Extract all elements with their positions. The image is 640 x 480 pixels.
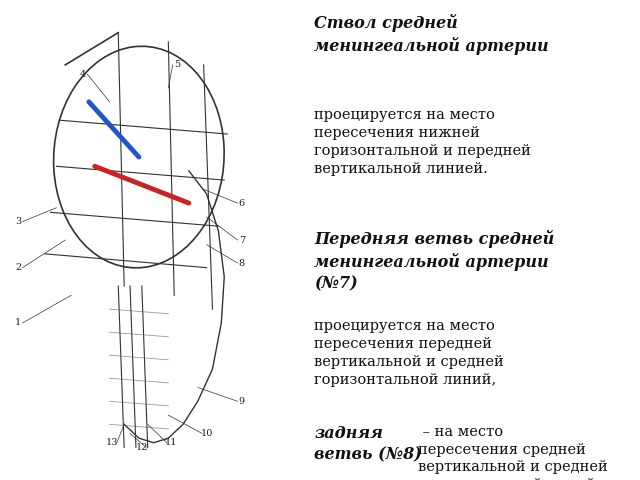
Text: 8: 8 bbox=[239, 259, 245, 267]
Text: 11: 11 bbox=[165, 438, 177, 447]
Text: 12: 12 bbox=[136, 443, 148, 452]
Text: 3: 3 bbox=[15, 217, 21, 226]
Text: 9: 9 bbox=[239, 397, 245, 406]
Text: 10: 10 bbox=[200, 429, 212, 438]
Text: 6: 6 bbox=[239, 199, 245, 208]
Text: 4: 4 bbox=[80, 70, 86, 79]
Text: 1: 1 bbox=[15, 318, 21, 327]
Text: 7: 7 bbox=[239, 236, 245, 244]
Text: 5: 5 bbox=[174, 60, 180, 70]
Text: Ствол средней
менингеальной артерии: Ствол средней менингеальной артерии bbox=[314, 14, 549, 55]
Text: Передняя ветвь средней
менингеальной артерии
(№7): Передняя ветвь средней менингеальной арт… bbox=[314, 230, 555, 293]
Text: проецируется на место
пересечения передней
вертикальной и средней
горизонтальной: проецируется на место пересечения передн… bbox=[314, 319, 504, 387]
Text: 2: 2 bbox=[15, 263, 21, 272]
Text: задняя
ветвь (№8): задняя ветвь (№8) bbox=[314, 425, 422, 463]
Text: проецируется на место
пересечения нижней
горизонтальной и передней
вертикальной : проецируется на место пересечения нижней… bbox=[314, 108, 531, 176]
Text: – на место
пересечения средней
вертикальной и средней
горизонтальной линий.: – на место пересечения средней вертикаль… bbox=[418, 425, 607, 480]
Text: 13: 13 bbox=[106, 438, 118, 447]
